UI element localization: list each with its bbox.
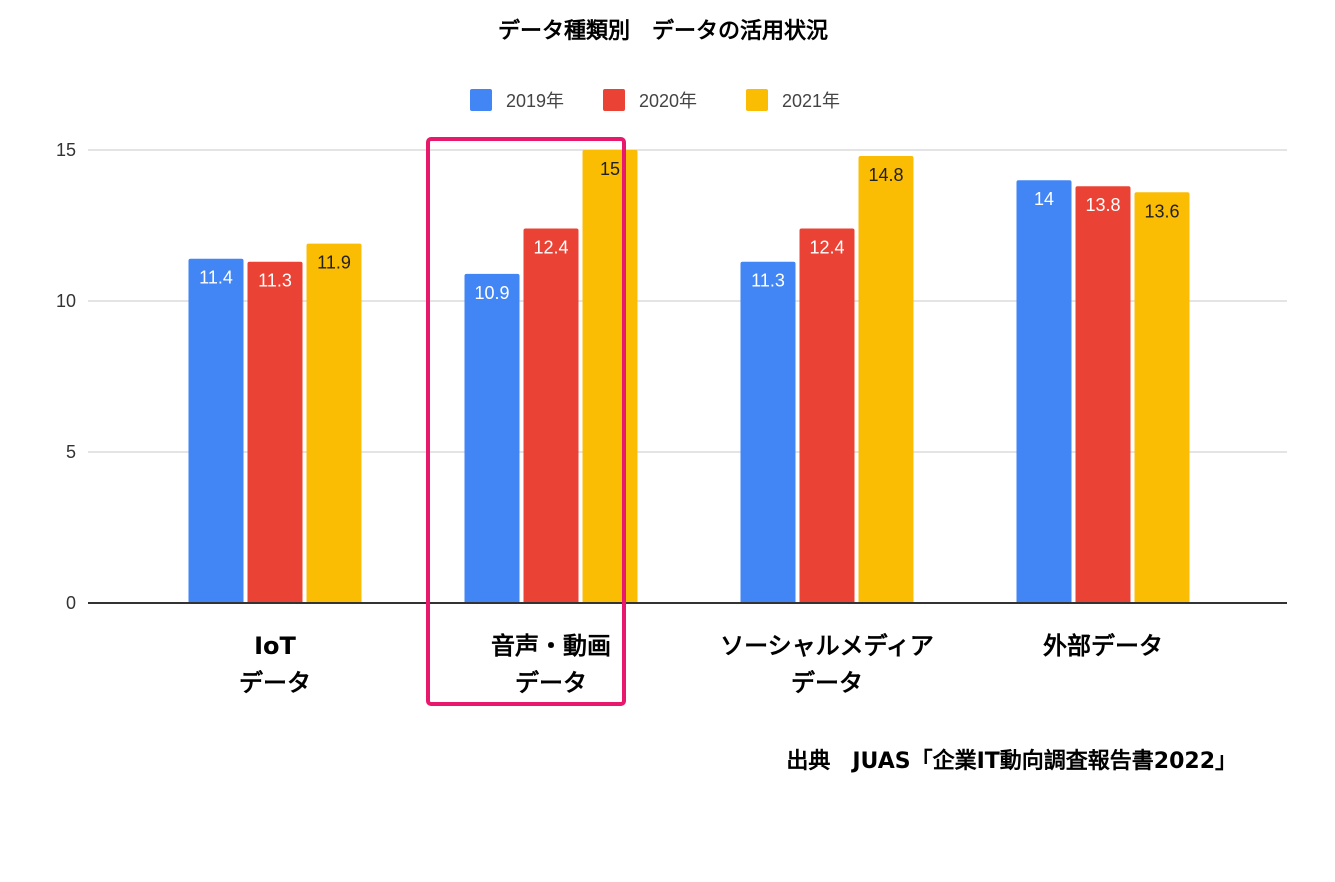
bar: [582, 150, 638, 603]
bars: [188, 150, 1190, 604]
legend-swatch: [603, 89, 625, 111]
y-tick-label: 10: [56, 291, 76, 311]
legend: 2019年 2020年 2021年: [470, 89, 840, 111]
bar: [1134, 192, 1190, 603]
bar: [188, 258, 244, 603]
y-tick-label: 5: [66, 442, 76, 462]
highlight-group: [426, 137, 626, 706]
bar: [799, 228, 855, 603]
x-tick-label: IoT: [254, 632, 296, 660]
x-tick-label: データ: [515, 669, 587, 697]
x-tick-label: 音声・動画: [491, 632, 611, 660]
data-label: 15: [600, 159, 620, 179]
x-tick-label: 外部データ: [1043, 632, 1163, 660]
x-tick-label: データ: [239, 669, 311, 697]
chart-title: データ種類別 データの活用状況: [498, 18, 828, 44]
data-label: 13.8: [1085, 195, 1120, 215]
y-tick-label: 0: [66, 593, 76, 613]
data-label: 11.4: [199, 268, 233, 288]
x-tick-label: データ: [791, 669, 863, 697]
data-labels: 11.4 11.3 11.9 10.9 12.4 15 11.3 12.4 14.8 14 13.8…: [199, 159, 1179, 303]
data-label: 12.4: [809, 238, 844, 258]
x-tick-label: ソーシャルメディア: [720, 632, 934, 660]
data-label: 14.8: [868, 165, 903, 185]
data-label: 11.3: [751, 271, 785, 291]
legend-label: 2020年: [639, 91, 697, 111]
bar: [1075, 186, 1131, 604]
bar: [247, 261, 303, 603]
legend-label: 2019年: [506, 91, 564, 111]
y-tick-label: 15: [56, 140, 76, 160]
bar: [740, 261, 796, 603]
legend-swatch: [746, 89, 768, 111]
data-label: 12.4: [533, 238, 568, 258]
data-label: 14: [1034, 189, 1054, 209]
legend-label: 2021年: [782, 91, 840, 111]
data-label: 11.9: [317, 253, 351, 273]
data-label: 10.9: [474, 283, 509, 303]
data-label: 13.6: [1144, 201, 1179, 221]
source-note: 出典 JUAS「企業IT動向調査報告書2022」: [786, 748, 1237, 774]
data-label: 11.3: [258, 271, 292, 291]
bar: [1016, 180, 1072, 603]
bar: [306, 243, 362, 603]
highlight-box: [426, 137, 626, 706]
legend-swatch: [470, 89, 492, 111]
bar: [858, 156, 914, 604]
y-axis: 0 5 10 15: [56, 140, 76, 613]
bar: [464, 273, 520, 603]
bar: [523, 228, 579, 603]
